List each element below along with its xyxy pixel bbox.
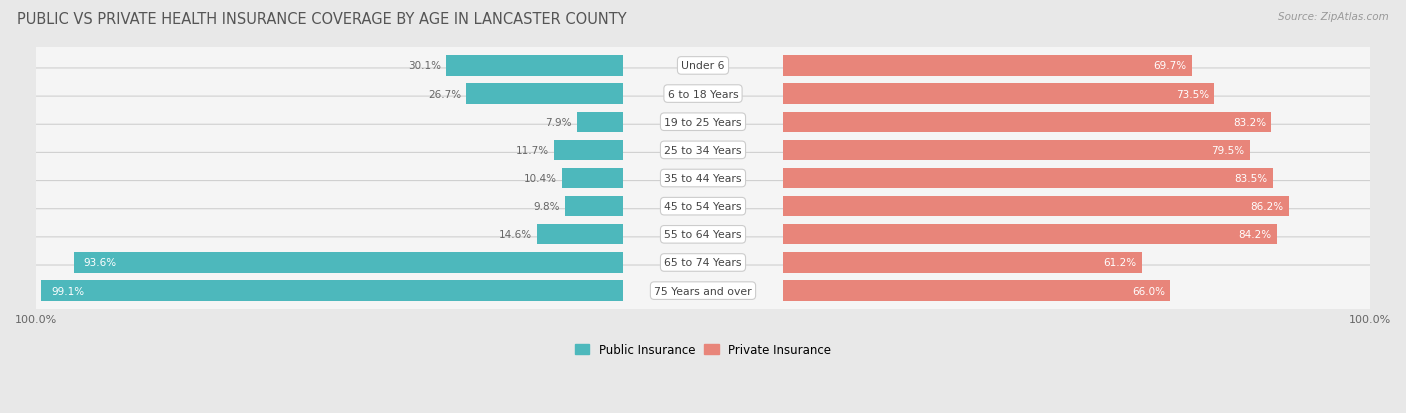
FancyBboxPatch shape	[32, 41, 1374, 92]
Bar	[783, 253, 1142, 273]
FancyBboxPatch shape	[32, 266, 1374, 316]
Text: 61.2%: 61.2%	[1104, 258, 1137, 268]
Bar	[783, 281, 1170, 301]
Text: 84.2%: 84.2%	[1239, 230, 1272, 240]
Text: 7.9%: 7.9%	[544, 117, 571, 128]
Text: 10.4%: 10.4%	[523, 173, 557, 184]
Bar	[554, 140, 623, 161]
Bar	[783, 225, 1277, 245]
FancyBboxPatch shape	[32, 153, 1374, 204]
Bar	[783, 169, 1272, 189]
Text: 55 to 64 Years: 55 to 64 Years	[664, 230, 742, 240]
Bar	[565, 197, 623, 217]
Bar	[467, 84, 623, 104]
Text: 14.6%: 14.6%	[499, 230, 531, 240]
Text: 99.1%: 99.1%	[52, 286, 84, 296]
Text: 86.2%: 86.2%	[1250, 202, 1284, 212]
Text: 9.8%: 9.8%	[534, 202, 560, 212]
Bar	[41, 281, 623, 301]
Bar	[446, 56, 623, 76]
Text: 83.5%: 83.5%	[1234, 173, 1268, 184]
FancyBboxPatch shape	[32, 97, 1374, 148]
FancyBboxPatch shape	[32, 181, 1374, 232]
Bar	[73, 253, 623, 273]
Text: 65 to 74 Years: 65 to 74 Years	[664, 258, 742, 268]
Text: 66.0%: 66.0%	[1132, 286, 1166, 296]
Text: 73.5%: 73.5%	[1175, 89, 1209, 100]
Text: 79.5%: 79.5%	[1211, 145, 1244, 156]
Text: 19 to 25 Years: 19 to 25 Years	[664, 117, 742, 128]
Text: Source: ZipAtlas.com: Source: ZipAtlas.com	[1278, 12, 1389, 22]
Text: 35 to 44 Years: 35 to 44 Years	[664, 173, 742, 184]
Text: PUBLIC VS PRIVATE HEALTH INSURANCE COVERAGE BY AGE IN LANCASTER COUNTY: PUBLIC VS PRIVATE HEALTH INSURANCE COVER…	[17, 12, 627, 27]
Text: 11.7%: 11.7%	[516, 145, 548, 156]
Legend: Public Insurance, Private Insurance: Public Insurance, Private Insurance	[571, 338, 835, 361]
Text: 69.7%: 69.7%	[1153, 61, 1187, 71]
Bar	[783, 197, 1289, 217]
FancyBboxPatch shape	[32, 125, 1374, 176]
Text: 75 Years and over: 75 Years and over	[654, 286, 752, 296]
FancyBboxPatch shape	[32, 237, 1374, 288]
Bar	[783, 56, 1192, 76]
FancyBboxPatch shape	[32, 209, 1374, 260]
Bar	[537, 225, 623, 245]
Bar	[783, 140, 1250, 161]
Text: Under 6: Under 6	[682, 61, 724, 71]
Bar	[783, 112, 1271, 133]
Text: 30.1%: 30.1%	[408, 61, 441, 71]
Text: 83.2%: 83.2%	[1233, 117, 1265, 128]
Text: 6 to 18 Years: 6 to 18 Years	[668, 89, 738, 100]
Bar	[562, 169, 623, 189]
Text: 93.6%: 93.6%	[84, 258, 117, 268]
Bar	[576, 112, 623, 133]
FancyBboxPatch shape	[32, 69, 1374, 120]
Bar	[783, 84, 1215, 104]
Text: 26.7%: 26.7%	[427, 89, 461, 100]
Text: 25 to 34 Years: 25 to 34 Years	[664, 145, 742, 156]
Text: 45 to 54 Years: 45 to 54 Years	[664, 202, 742, 212]
